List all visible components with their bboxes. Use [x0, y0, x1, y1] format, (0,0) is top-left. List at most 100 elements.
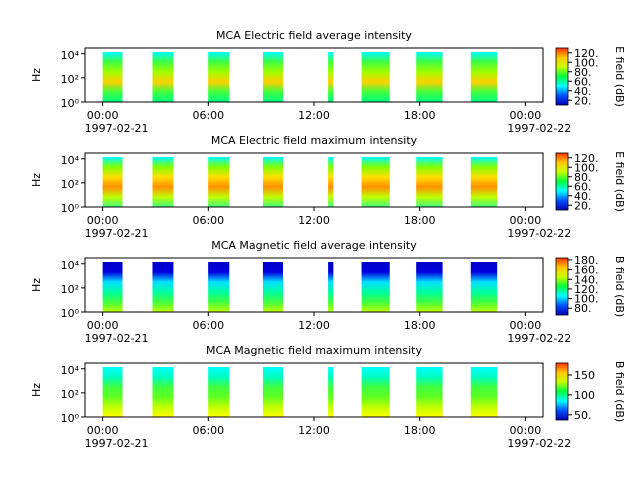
spectrogram-block — [416, 157, 443, 207]
spectrogram-block — [208, 262, 230, 312]
colorbar-tick-label: 120. — [574, 152, 599, 165]
chart-title: MCA Magnetic field maximum intensity — [206, 344, 422, 357]
y-axis-label: Hz — [30, 173, 43, 187]
colorbar-tick-label: 120. — [574, 47, 599, 60]
colorbar — [555, 47, 569, 106]
colorbar-tick-label: 100. — [574, 161, 599, 174]
spectrogram-block — [328, 157, 334, 207]
colorbar-tick-label: 20. — [574, 94, 592, 107]
colorbar-tick-label: 100. — [574, 56, 599, 69]
colorbar-tick-label: 40. — [574, 85, 592, 98]
colorbar-tick-label: 60. — [574, 75, 592, 88]
date-label: 1997-02-22 — [507, 227, 571, 240]
spectrogram-block — [470, 262, 498, 312]
chart-title: MCA Electric field maximum intensity — [211, 134, 418, 147]
y-tick-label: 10² — [61, 283, 79, 296]
x-tick-label: 06:00 — [192, 319, 224, 332]
chart-title: MCA Magnetic field average intensity — [211, 239, 417, 252]
x-tick-label: 00:00 — [87, 319, 119, 332]
colorbar-tick-label: 80. — [574, 66, 592, 79]
y-tick-label: 10⁰ — [61, 307, 80, 320]
x-tick-label: 18:00 — [404, 319, 436, 332]
colorbar-tick-label: 50. — [574, 409, 592, 422]
spectrogram-block — [208, 52, 230, 102]
y-tick-label: 10² — [61, 73, 79, 86]
colorbar-tick-label: 80. — [574, 171, 592, 184]
spectrogram-block — [328, 262, 334, 312]
x-tick-label: 12:00 — [298, 109, 330, 122]
spectrogram-block — [416, 52, 443, 102]
spectrogram-block — [328, 367, 334, 417]
colorbar-tick-label: 60. — [574, 180, 592, 193]
date-label: 1997-02-22 — [507, 437, 571, 450]
spectrogram-block — [152, 52, 174, 102]
spectrogram-block — [470, 52, 498, 102]
colorbar-tick-label: 140. — [574, 273, 599, 286]
colorbar-tick-label: 160. — [574, 264, 599, 277]
x-tick-label: 06:00 — [192, 109, 224, 122]
colorbar — [555, 362, 569, 421]
colorbar-tick-label: 40. — [574, 190, 592, 203]
spectrogram-block — [152, 262, 174, 312]
spectrogram-block — [470, 367, 498, 417]
x-tick-label: 12:00 — [298, 214, 330, 227]
spectrogram-block — [361, 52, 390, 102]
colorbar-tick-label: 120. — [574, 283, 599, 296]
colorbar-tick-label: 150 — [574, 369, 595, 382]
colorbar-label: E field (dB) — [613, 46, 626, 107]
y-axis-label: Hz — [30, 68, 43, 82]
x-tick-label: 00:00 — [510, 214, 542, 227]
date-label: 1997-02-21 — [85, 332, 149, 345]
date-label: 1997-02-21 — [85, 122, 149, 135]
x-tick-label: 06:00 — [192, 214, 224, 227]
spectrogram-block — [328, 52, 334, 102]
date-label: 1997-02-21 — [85, 437, 149, 450]
spectrogram-block — [416, 262, 443, 312]
spectrogram-block — [152, 157, 174, 207]
y-axis-label: Hz — [30, 278, 43, 292]
x-tick-label: 00:00 — [510, 109, 542, 122]
colorbar-label: B field (dB) — [613, 256, 626, 317]
y-tick-label: 10² — [61, 178, 79, 191]
spectrogram-block — [208, 157, 230, 207]
spectrogram-block — [361, 262, 390, 312]
x-tick-label: 00:00 — [87, 424, 119, 437]
y-tick-label: 10⁰ — [61, 412, 80, 425]
date-label: 1997-02-22 — [507, 332, 571, 345]
y-tick-label: 10⁰ — [61, 97, 80, 110]
colorbar-label: B field (dB) — [613, 361, 626, 422]
date-label: 1997-02-21 — [85, 227, 149, 240]
y-axis-label: Hz — [30, 383, 43, 397]
x-tick-label: 00:00 — [510, 424, 542, 437]
spectrogram-block — [416, 367, 443, 417]
x-tick-label: 00:00 — [510, 319, 542, 332]
x-tick-label: 00:00 — [87, 109, 119, 122]
x-tick-label: 06:00 — [192, 424, 224, 437]
y-tick-label: 10² — [61, 388, 79, 401]
chart-title: MCA Electric field average intensity — [216, 29, 412, 42]
colorbar-tick-label: 100. — [574, 293, 599, 306]
colorbar-tick-label: 100 — [574, 389, 595, 402]
spectrogram-block — [361, 157, 390, 207]
y-tick-label: 10⁴ — [61, 154, 80, 167]
spectrogram-block — [102, 367, 123, 417]
y-tick-label: 10⁴ — [61, 49, 80, 62]
spectrogram-block — [470, 157, 498, 207]
spectrogram-block — [262, 157, 283, 207]
x-tick-label: 18:00 — [404, 214, 436, 227]
colorbar-tick-label: 80. — [574, 302, 592, 315]
spectrogram-block — [208, 367, 230, 417]
spectrogram-block — [102, 262, 123, 312]
colorbar-label: E field (dB) — [613, 151, 626, 212]
spectrogram-block — [102, 52, 123, 102]
y-tick-label: 10⁴ — [61, 259, 80, 272]
y-tick-label: 10⁰ — [61, 202, 80, 215]
spectrogram-block — [262, 262, 283, 312]
spectrogram-block — [152, 367, 174, 417]
colorbar-tick-label: 20. — [574, 199, 592, 212]
spectrogram-block — [361, 367, 390, 417]
date-label: 1997-02-22 — [507, 122, 571, 135]
x-tick-label: 12:00 — [298, 319, 330, 332]
y-tick-label: 10⁴ — [61, 364, 80, 377]
